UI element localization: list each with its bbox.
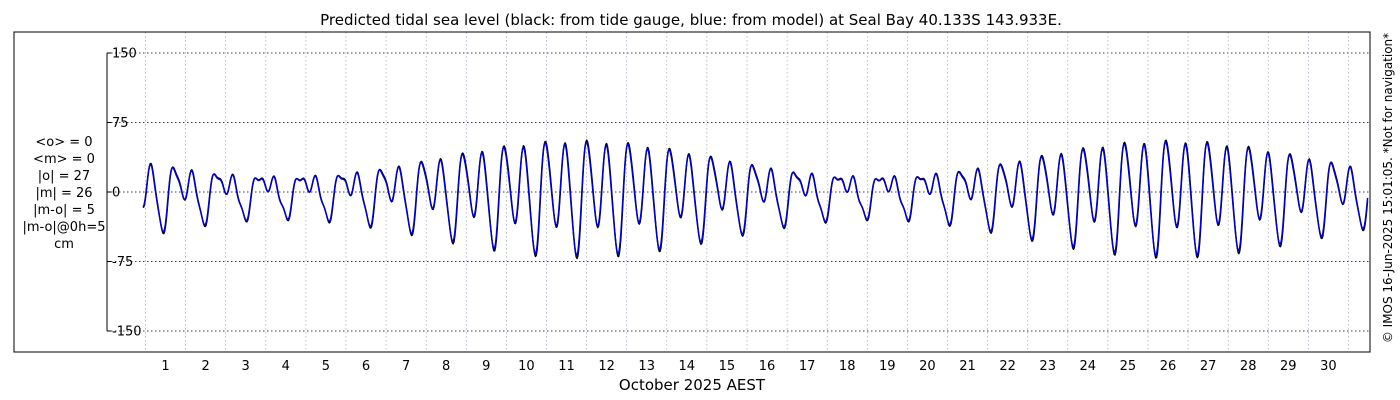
x-tick-label: 15 bbox=[719, 359, 736, 374]
stat-line: <o> = 0 bbox=[35, 135, 92, 150]
y-tick-label: -75 bbox=[112, 255, 133, 270]
series-line-model bbox=[142, 141, 1369, 257]
x-tick-label: 11 bbox=[558, 359, 575, 374]
stat-line: |m-o|@0h=5 bbox=[23, 220, 106, 235]
x-tick-label: 29 bbox=[1280, 359, 1297, 374]
x-tick-label: 26 bbox=[1160, 359, 1177, 374]
x-axis-label: October 2025 AEST bbox=[619, 376, 766, 394]
x-tick-label: 25 bbox=[1120, 359, 1137, 374]
y-tick-label: 75 bbox=[112, 116, 129, 131]
stat-line: |o| = 27 bbox=[38, 169, 90, 184]
x-tick-label: 4 bbox=[282, 359, 290, 374]
x-tick-label: 12 bbox=[598, 359, 615, 374]
x-tick-label: 21 bbox=[959, 359, 976, 374]
x-tick-label: 2 bbox=[201, 359, 209, 374]
x-tick-label: 19 bbox=[879, 359, 896, 374]
x-tick-label: 20 bbox=[919, 359, 936, 374]
x-tick-label: 28 bbox=[1240, 359, 1257, 374]
x-tick-label: 16 bbox=[759, 359, 776, 374]
y-tick-label: 150 bbox=[112, 47, 137, 62]
x-tick-label: 5 bbox=[322, 359, 330, 374]
x-tick-label: 17 bbox=[799, 359, 816, 374]
x-tick-label: 23 bbox=[1039, 359, 1056, 374]
x-tick-label: 30 bbox=[1320, 359, 1337, 374]
x-tick-label: 13 bbox=[638, 359, 655, 374]
x-tick-label: 1 bbox=[161, 359, 169, 374]
stats-panel: <o> = 0 <m> = 0 |o| = 27 |m| = 26 |m-o| = 5 |… bbox=[23, 135, 106, 252]
stat-line: |m-o| = 5 bbox=[33, 203, 95, 218]
credit-text: © IMOS 16-Jun-2025 15:01:05. *Not for na… bbox=[1381, 33, 1395, 343]
stat-line: |m| = 26 bbox=[35, 186, 92, 201]
x-tick-label: 18 bbox=[839, 359, 856, 374]
x-tick-label: 24 bbox=[1080, 359, 1097, 374]
x-axis: 1 2 3 4 5 6 7 8 9 10 11 12 13 14 15 16 17 18 19 20 21 22 23 24 2… bbox=[161, 359, 1336, 374]
series-line-gauge bbox=[142, 139, 1369, 260]
stat-line: cm bbox=[54, 237, 74, 252]
grid-lines bbox=[107, 32, 1370, 352]
y-tick-label: -150 bbox=[112, 325, 142, 340]
series-lines bbox=[142, 139, 1369, 260]
x-tick-label: 14 bbox=[679, 359, 696, 374]
x-tick-label: 3 bbox=[242, 359, 250, 374]
x-tick-label: 9 bbox=[482, 359, 490, 374]
y-tick-label: 0 bbox=[112, 186, 120, 201]
x-tick-label: 22 bbox=[999, 359, 1016, 374]
x-tick-label: 7 bbox=[402, 359, 410, 374]
x-tick-label: 6 bbox=[362, 359, 370, 374]
stat-line: <m> = 0 bbox=[33, 152, 95, 167]
x-tick-label: 27 bbox=[1200, 359, 1217, 374]
plot-frame bbox=[13, 31, 1371, 353]
y-axis: 150 75 0 -75 -150 bbox=[106, 47, 142, 340]
chart-title: Predicted tidal sea level (black: from t… bbox=[320, 11, 1062, 29]
x-tick-label: 10 bbox=[518, 359, 535, 374]
x-tick-label: 8 bbox=[442, 359, 450, 374]
